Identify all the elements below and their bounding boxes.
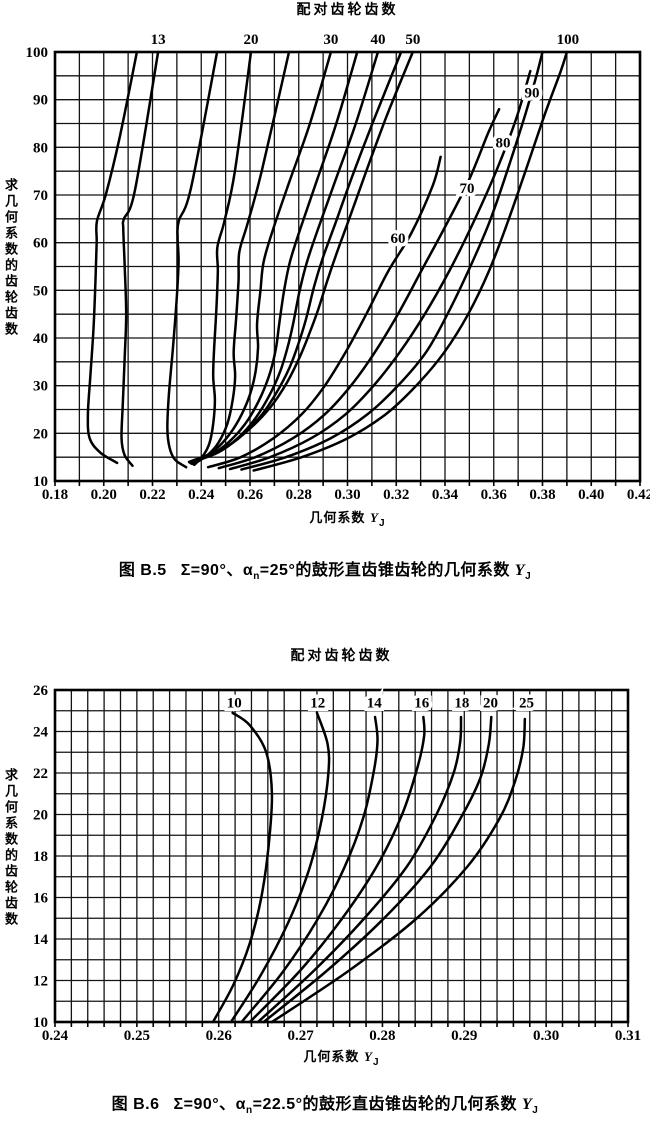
svg-text:100: 100 (26, 45, 49, 61)
svg-text:30: 30 (323, 32, 338, 48)
svg-text:50: 50 (405, 32, 420, 48)
figure-b5-y-axis-title: 求几何系数的齿轮齿数 (3, 178, 18, 338)
svg-text:90: 90 (525, 86, 540, 102)
figure-b6-caption-text: Σ=90°、αn=22.5°的鼓形直齿锥齿轮的几何系数 YJ (173, 1096, 539, 1117)
svg-text:18: 18 (454, 695, 469, 711)
svg-text:18: 18 (33, 849, 48, 865)
svg-text:0.29: 0.29 (451, 1028, 477, 1044)
svg-text:13: 13 (151, 32, 166, 48)
figure-b5-caption-text: Σ=90°、αn=25°的鼓形直齿锥齿轮的几何系数 YJ (180, 562, 532, 583)
svg-text:40: 40 (370, 32, 385, 48)
svg-text:90: 90 (33, 93, 48, 109)
figure-b5-chart: 0.18 0.20 0.22 0.24 0.26 0.28 0.30 0.32 0.34 0.36… (26, 1, 650, 529)
svg-text:20: 20 (483, 695, 498, 711)
svg-text:30: 30 (33, 379, 48, 395)
svg-text:0.30: 0.30 (533, 1028, 559, 1044)
svg-text:12: 12 (310, 695, 325, 711)
svg-text:0.34: 0.34 (432, 487, 459, 503)
svg-text:70: 70 (459, 181, 474, 197)
svg-text:0.24: 0.24 (188, 487, 215, 503)
svg-text:0.36: 0.36 (481, 487, 508, 503)
figure-b6-y-axis-title: 求几何系数的齿轮齿数 (3, 768, 18, 928)
svg-text:14: 14 (367, 695, 383, 711)
svg-text:20: 20 (33, 808, 48, 824)
svg-text:配对齿轮齿数: 配对齿轮齿数 (297, 1, 399, 17)
figure-b6-caption: 图 B.6 Σ=90°、αn=22.5°的鼓形直齿锥齿轮的几何系数 YJ (0, 1090, 650, 1116)
svg-text:24: 24 (33, 725, 49, 741)
svg-text:26: 26 (33, 683, 49, 699)
figure-b6-chart: 0.24 0.25 0.26 0.27 0.28 0.29 0.30 0.31 26 24 22 20… (33, 647, 641, 1068)
svg-text:几何系数 YJ: 几何系数 YJ (309, 510, 385, 529)
svg-text:0.28: 0.28 (369, 1028, 395, 1044)
svg-text:10: 10 (33, 1015, 48, 1031)
svg-text:16: 16 (414, 695, 430, 711)
svg-text:配对齿轮齿数: 配对齿轮齿数 (291, 647, 393, 663)
svg-text:0.18: 0.18 (42, 487, 68, 503)
svg-text:0.20: 0.20 (91, 487, 117, 503)
svg-text:80: 80 (496, 136, 511, 152)
svg-text:0.22: 0.22 (139, 487, 165, 503)
svg-text:0.26: 0.26 (237, 487, 264, 503)
svg-text:70: 70 (33, 188, 48, 204)
svg-text:22: 22 (33, 766, 48, 782)
svg-text:16: 16 (33, 891, 49, 907)
svg-text:几何系数 YJ: 几何系数 YJ (303, 1049, 379, 1068)
svg-text:40: 40 (33, 331, 48, 347)
svg-text:20: 20 (243, 32, 258, 48)
figure-b6-caption-number: 图 B.6 (111, 1096, 160, 1113)
svg-text:0.24: 0.24 (42, 1028, 69, 1044)
svg-text:50: 50 (33, 283, 48, 299)
figure-b5-caption-number: 图 B.5 (118, 562, 167, 579)
svg-text:25: 25 (519, 695, 534, 711)
svg-text:10: 10 (227, 695, 242, 711)
svg-text:0.28: 0.28 (286, 487, 312, 503)
svg-text:100: 100 (557, 32, 580, 48)
svg-text:0.25: 0.25 (124, 1028, 150, 1044)
svg-text:60: 60 (390, 231, 405, 247)
figure-b5-caption: 图 B.5 Σ=90°、αn=25°的鼓形直齿锥齿轮的几何系数 YJ (0, 556, 650, 582)
svg-text:0.42: 0.42 (627, 487, 650, 503)
svg-text:0.26: 0.26 (206, 1028, 233, 1044)
svg-text:0.40: 0.40 (578, 487, 604, 503)
svg-text:20: 20 (33, 426, 48, 442)
svg-text:10: 10 (33, 474, 48, 490)
svg-text:80: 80 (33, 140, 48, 156)
svg-text:14: 14 (33, 932, 49, 948)
svg-text:0.27: 0.27 (287, 1028, 314, 1044)
svg-text:0.30: 0.30 (334, 487, 360, 503)
svg-text:0.32: 0.32 (383, 487, 409, 503)
svg-text:0.38: 0.38 (529, 487, 555, 503)
svg-text:60: 60 (33, 236, 48, 252)
svg-text:0.31: 0.31 (615, 1028, 641, 1044)
svg-text:12: 12 (33, 974, 48, 990)
